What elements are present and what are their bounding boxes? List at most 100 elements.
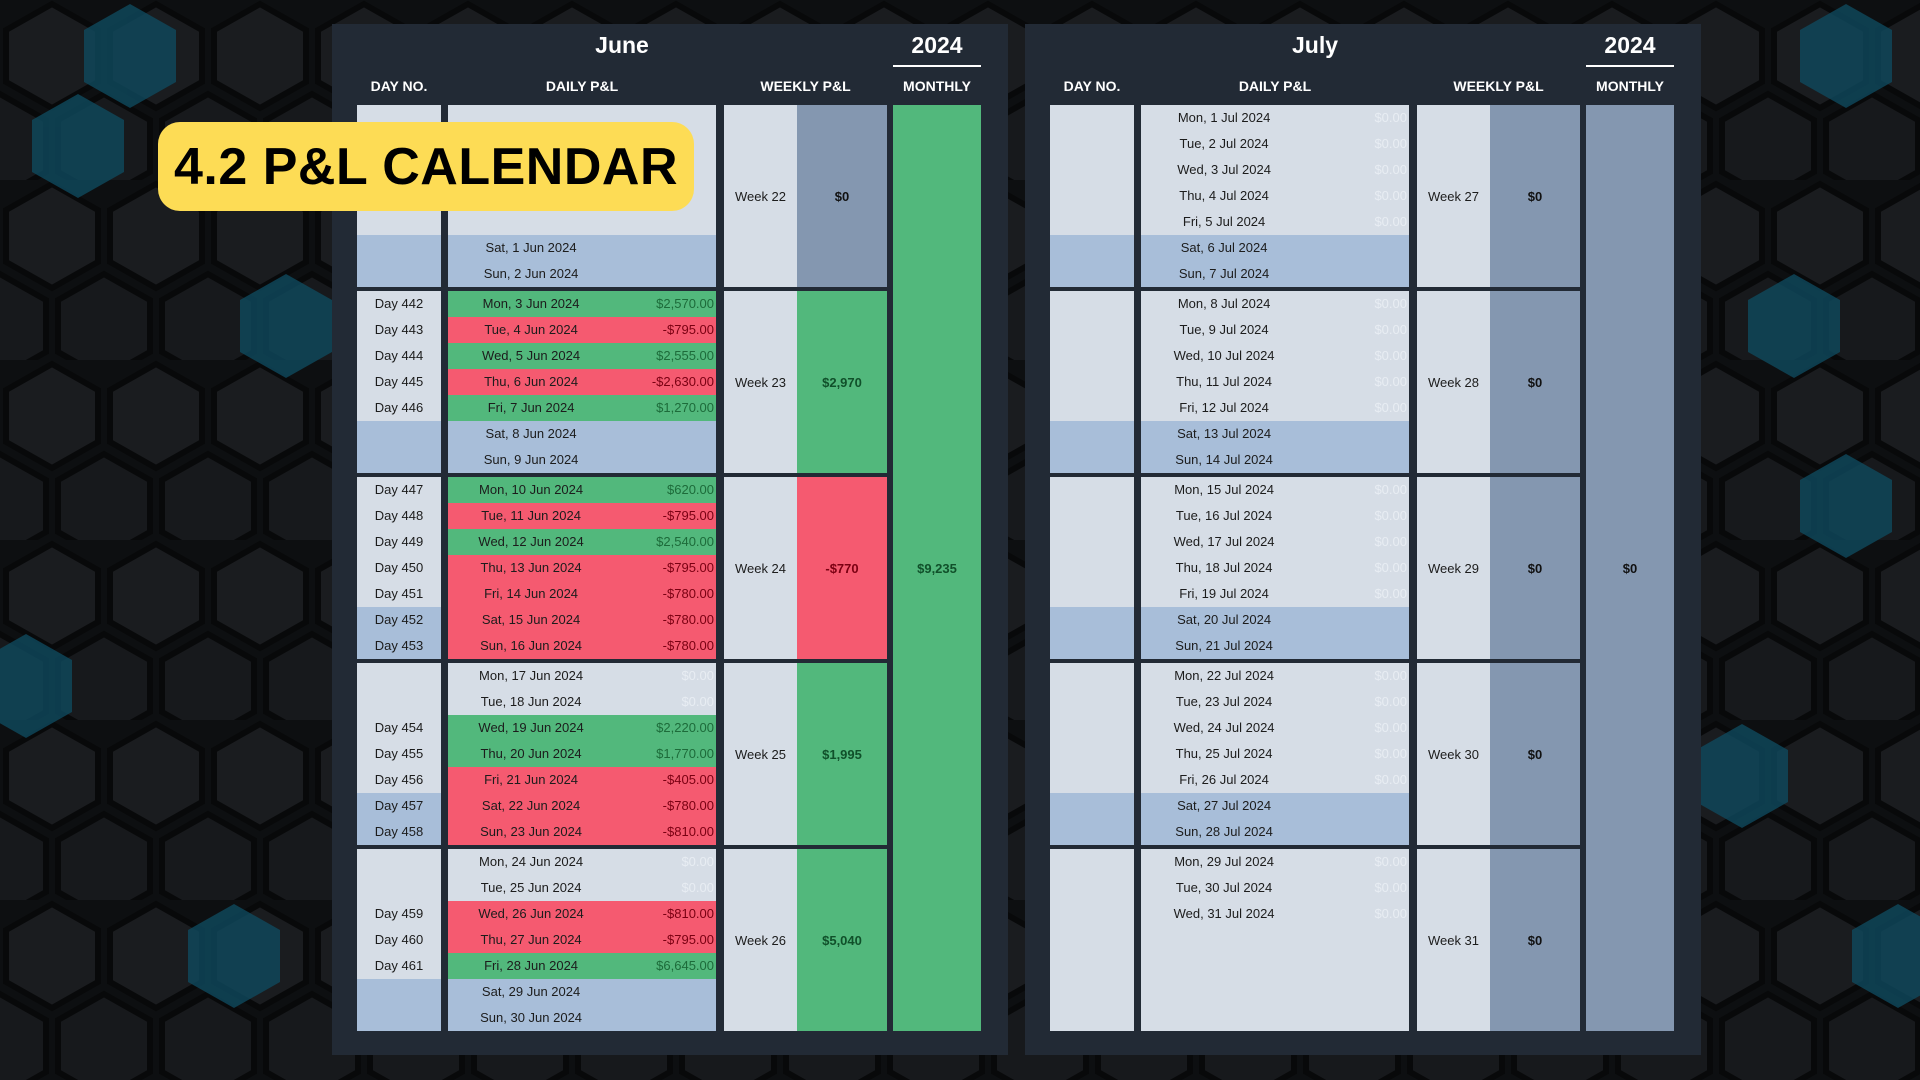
daily-pnl-row[interactable]: Sat, 13 Jul 2024 [1141, 421, 1409, 447]
day-number-cell [1050, 529, 1134, 555]
daily-pnl-row[interactable]: Thu, 27 Jun 2024 -$795.00 [448, 927, 716, 953]
daily-pnl-row[interactable]: Wed, 31 Jul 2024 $0.00 [1141, 901, 1409, 927]
day-number-cell [1050, 663, 1134, 689]
daily-pnl-row[interactable] [448, 209, 716, 235]
daily-pnl-row[interactable]: Mon, 3 Jun 2024 $2,570.00 [448, 291, 716, 317]
daily-pnl-row[interactable]: Tue, 30 Jul 2024 $0.00 [1141, 875, 1409, 901]
daily-pnl-row[interactable]: Thu, 11 Jul 2024 $0.00 [1141, 369, 1409, 395]
daily-pnl-row[interactable]: Thu, 4 Jul 2024 $0.00 [1141, 183, 1409, 209]
daily-pnl-row[interactable]: Fri, 7 Jun 2024 $1,270.00 [448, 395, 716, 421]
daily-pnl-row[interactable]: Mon, 8 Jul 2024 $0.00 [1141, 291, 1409, 317]
daily-pnl-row[interactable]: Tue, 9 Jul 2024 $0.00 [1141, 317, 1409, 343]
daily-pnl-row[interactable]: Tue, 2 Jul 2024 $0.00 [1141, 131, 1409, 157]
month-title: July [1291, 32, 1339, 58]
daily-pnl-row[interactable]: Sun, 14 Jul 2024 [1141, 447, 1409, 473]
daily-pnl-row[interactable]: Sat, 27 Jul 2024 [1141, 793, 1409, 819]
day-pnl-value: -$780.00 [662, 798, 714, 813]
day-number-cell: Day 442 [357, 291, 441, 317]
daily-pnl-row[interactable]: Wed, 3 Jul 2024 $0.00 [1141, 157, 1409, 183]
day-date: Sun, 7 Jul 2024 [1178, 266, 1270, 281]
week-label: Week 31 [1417, 849, 1490, 1031]
daily-pnl-row[interactable]: Wed, 12 Jun 2024 $2,540.00 [448, 529, 716, 555]
daily-pnl-row[interactable]: Tue, 18 Jun 2024 $0.00 [448, 689, 716, 715]
daily-pnl-row[interactable]: Sat, 1 Jun 2024 [448, 235, 716, 261]
daily-pnl-row[interactable]: Fri, 19 Jul 2024 $0.00 [1141, 581, 1409, 607]
day-pnl-value: $0.00 [681, 854, 714, 869]
daily-pnl-row[interactable]: Thu, 6 Jun 2024 -$2,630.00 [448, 369, 716, 395]
daily-pnl-row[interactable]: Sun, 28 Jul 2024 [1141, 819, 1409, 845]
daily-pnl-row[interactable]: Mon, 24 Jun 2024 $0.00 [448, 849, 716, 875]
daily-pnl-row[interactable]: Tue, 16 Jul 2024 $0.00 [1141, 503, 1409, 529]
day-date: Fri, 7 Jun 2024 [487, 400, 575, 415]
daily-pnl-row[interactable]: Thu, 13 Jun 2024 -$795.00 [448, 555, 716, 581]
day-number-cell [1050, 369, 1134, 395]
daily-pnl-row[interactable]: Wed, 19 Jun 2024 $2,220.00 [448, 715, 716, 741]
daily-pnl-row[interactable]: Thu, 25 Jul 2024 $0.00 [1141, 741, 1409, 767]
daily-pnl-row[interactable]: Sun, 21 Jul 2024 [1141, 633, 1409, 659]
daily-pnl-row[interactable]: Tue, 23 Jul 2024 $0.00 [1141, 689, 1409, 715]
daily-pnl-row[interactable] [1141, 927, 1409, 953]
day-number-cell [1050, 689, 1134, 715]
day-number-cell [357, 1005, 441, 1031]
week-label: Week 27 [1417, 105, 1490, 287]
daily-pnl-row[interactable]: Mon, 15 Jul 2024 $0.00 [1141, 477, 1409, 503]
daily-pnl-row[interactable] [1141, 953, 1409, 979]
day-number-cell: Day 453 [357, 633, 441, 659]
daily-pnl-row[interactable]: Fri, 26 Jul 2024 $0.00 [1141, 767, 1409, 793]
day-date: Mon, 15 Jul 2024 [1174, 482, 1274, 497]
day-date: Mon, 22 Jul 2024 [1174, 668, 1274, 683]
day-number: Day 456 [374, 772, 424, 787]
daily-pnl-row[interactable]: Sat, 29 Jun 2024 [448, 979, 716, 1005]
daily-pnl-row[interactable]: Fri, 5 Jul 2024 $0.00 [1141, 209, 1409, 235]
day-date: Wed, 17 Jul 2024 [1173, 534, 1275, 549]
daily-pnl-row[interactable]: Sun, 7 Jul 2024 [1141, 261, 1409, 287]
weekly-pnl-value: $0 [1490, 477, 1580, 659]
daily-pnl-row[interactable]: Sat, 22 Jun 2024 -$780.00 [448, 793, 716, 819]
day-number-cell [1050, 953, 1134, 979]
daily-pnl-row[interactable]: Tue, 25 Jun 2024 $0.00 [448, 875, 716, 901]
daily-pnl-row[interactable] [1141, 979, 1409, 1005]
daily-pnl-row[interactable]: Sun, 9 Jun 2024 [448, 447, 716, 473]
daily-pnl-row[interactable]: Sat, 15 Jun 2024 -$780.00 [448, 607, 716, 633]
day-number-cell [1050, 421, 1134, 447]
daily-pnl-row[interactable]: Tue, 11 Jun 2024 -$795.00 [448, 503, 716, 529]
day-number-cell [1050, 447, 1134, 473]
day-date: Sat, 20 Jul 2024 [1177, 612, 1272, 627]
daily-pnl-row[interactable]: Thu, 18 Jul 2024 $0.00 [1141, 555, 1409, 581]
day-number-column [1050, 291, 1134, 473]
daily-pnl-row[interactable]: Wed, 10 Jul 2024 $0.00 [1141, 343, 1409, 369]
daily-pnl-row[interactable]: Sat, 6 Jul 2024 [1141, 235, 1409, 261]
daily-pnl-row[interactable]: Mon, 29 Jul 2024 $0.00 [1141, 849, 1409, 875]
daily-pnl-row[interactable]: Sat, 8 Jun 2024 [448, 421, 716, 447]
daily-pnl-row[interactable]: Sun, 16 Jun 2024 -$780.00 [448, 633, 716, 659]
daily-pnl-row[interactable]: Fri, 12 Jul 2024 $0.00 [1141, 395, 1409, 421]
daily-pnl-row[interactable]: Sun, 30 Jun 2024 [448, 1005, 716, 1031]
daily-pnl-row[interactable]: Mon, 1 Jul 2024 $0.00 [1141, 105, 1409, 131]
daily-pnl-row[interactable]: Mon, 17 Jun 2024 $0.00 [448, 663, 716, 689]
day-date: Fri, 26 Jul 2024 [1179, 772, 1269, 787]
daily-pnl-row[interactable]: Sun, 2 Jun 2024 [448, 261, 716, 287]
daily-pnl-row[interactable]: Thu, 20 Jun 2024 $1,770.00 [448, 741, 716, 767]
daily-pnl-row[interactable]: Mon, 10 Jun 2024 $620.00 [448, 477, 716, 503]
daily-pnl-row[interactable]: Wed, 24 Jul 2024 $0.00 [1141, 715, 1409, 741]
day-pnl-value: $2,540.00 [656, 534, 714, 549]
daily-pnl-row[interactable]: Wed, 5 Jun 2024 $2,555.00 [448, 343, 716, 369]
daily-pnl-row[interactable]: Sun, 23 Jun 2024 -$810.00 [448, 819, 716, 845]
day-date: Thu, 13 Jun 2024 [480, 560, 582, 575]
day-date: Mon, 10 Jun 2024 [479, 482, 584, 497]
daily-pnl-row[interactable]: Sat, 20 Jul 2024 [1141, 607, 1409, 633]
daily-pnl-row[interactable]: Wed, 26 Jun 2024 -$810.00 [448, 901, 716, 927]
week-label: Week 26 [724, 849, 797, 1031]
day-pnl-value: -$405.00 [662, 772, 714, 787]
daily-pnl-row[interactable]: Wed, 17 Jul 2024 $0.00 [1141, 529, 1409, 555]
daily-pnl-row[interactable] [1141, 1005, 1409, 1031]
daily-pnl-row[interactable]: Tue, 4 Jun 2024 -$795.00 [448, 317, 716, 343]
daily-pnl-row[interactable]: Fri, 21 Jun 2024 -$405.00 [448, 767, 716, 793]
weekly-pnl-value: $1,995 [797, 663, 887, 845]
day-pnl-value: $0.00 [1374, 322, 1407, 337]
daily-pnl-row[interactable]: Mon, 22 Jul 2024 $0.00 [1141, 663, 1409, 689]
day-number-cell [1050, 477, 1134, 503]
weekly-pnl-value: $5,040 [797, 849, 887, 1031]
daily-pnl-row[interactable]: Fri, 28 Jun 2024 $6,645.00 [448, 953, 716, 979]
daily-pnl-row[interactable]: Fri, 14 Jun 2024 -$780.00 [448, 581, 716, 607]
